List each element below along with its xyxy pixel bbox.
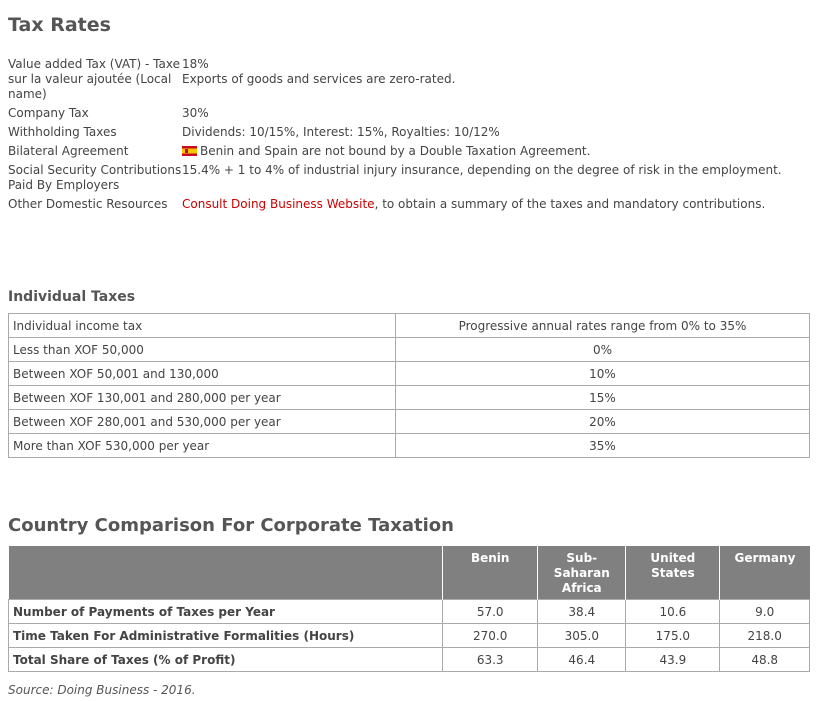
bracket-rate: 15%: [395, 385, 810, 410]
column-header: Benin: [442, 546, 538, 600]
table-row: Time Taken For Administrative Formalitie…: [7, 623, 810, 648]
metric-label: Time Taken For Administrative Formalitie…: [7, 623, 444, 648]
table-row: Total Share of Taxes (% of Profit) 63.3 …: [7, 647, 810, 672]
metric-value: 270.0: [442, 623, 539, 648]
bracket-label: More than XOF 530,000 per year: [8, 433, 396, 458]
info-value: Consult Doing Business Website, to obtai…: [182, 197, 818, 216]
column-header: United States: [625, 546, 720, 600]
table-row: Between XOF 280,001 and 530,000 per year…: [8, 409, 810, 434]
info-row: Bilateral Agreement Benin and Spain are …: [8, 144, 818, 163]
metric-value: 9.0: [719, 599, 810, 624]
agreement-text: Benin and Spain are not bound by a Doubl…: [200, 144, 591, 158]
comparison-table: Benin Sub-Saharan Africa United States G…: [7, 546, 810, 672]
info-value: Dividends: 10/15%, Interest: 15%, Royalt…: [182, 125, 500, 139]
bracket-label: Between XOF 50,001 and 130,000: [8, 361, 396, 386]
table-row: Individual income tax Progressive annual …: [8, 313, 810, 338]
bracket-label: Individual income tax: [8, 313, 396, 338]
info-row: Value added Tax (VAT) - Taxe sur la vale…: [8, 57, 818, 106]
vat-note: Exports of goods and services are zero-r…: [182, 72, 456, 86]
info-value: Benin and Spain are not bound by a Doubl…: [182, 144, 818, 163]
bracket-rate: 20%: [395, 409, 810, 434]
individual-taxes-table: Individual income tax Progressive annual …: [8, 313, 810, 458]
page-title: Tax Rates: [8, 14, 111, 36]
resources-text: , to obtain a summary of the taxes and m…: [374, 197, 766, 211]
info-row: Withholding Taxes Dividends: 10/15%, Int…: [8, 125, 818, 144]
bracket-rate: 10%: [395, 361, 810, 386]
info-key: Social Security Contributions Paid By Em…: [8, 163, 182, 192]
info-row: Other Domestic Resources Consult Doing B…: [8, 197, 818, 216]
comparison-heading: Country Comparison For Corporate Taxatio…: [8, 515, 454, 536]
header-blank: [8, 546, 443, 600]
metric-value: 10.6: [625, 599, 721, 624]
info-key: Other Domestic Resources: [8, 197, 168, 211]
table-row: Number of Payments of Taxes per Year 57.…: [7, 599, 810, 624]
info-row: Company Tax 30%: [8, 106, 818, 125]
metric-value: 63.3: [442, 647, 539, 672]
info-key: Company Tax: [8, 106, 89, 120]
info-row: Social Security Contributions Paid By Em…: [8, 163, 818, 197]
bracket-rate: 35%: [395, 433, 810, 458]
table-row: Between XOF 50,001 and 130,000 10%: [8, 361, 810, 386]
metric-value: 46.4: [537, 647, 627, 672]
info-value: 18% Exports of goods and services are ze…: [182, 57, 818, 106]
info-key: Bilateral Agreement: [8, 144, 129, 158]
source-note: Source: Doing Business - 2016.: [8, 683, 196, 697]
metric-value: 57.0: [442, 599, 539, 624]
table-row: Less than XOF 50,000 0%: [8, 337, 810, 362]
metric-value: 48.8: [719, 647, 810, 672]
individual-taxes-heading: Individual Taxes: [8, 289, 136, 305]
column-header: Sub-Saharan Africa: [537, 546, 626, 600]
table-row: Between XOF 130,001 and 280,000 per year…: [8, 385, 810, 410]
vat-rate: 18%: [182, 57, 209, 71]
metric-value: 38.4: [537, 599, 627, 624]
info-key: Withholding Taxes: [8, 125, 117, 139]
info-value: 15.4% + 1 to 4% of industrial injury ins…: [182, 163, 782, 177]
bracket-label: Between XOF 130,001 and 280,000 per year: [8, 385, 396, 410]
metric-label: Total Share of Taxes (% of Profit): [7, 647, 444, 672]
metric-value: 43.9: [625, 647, 721, 672]
bracket-rate: Progressive annual rates range from 0% t…: [395, 313, 810, 338]
bracket-rate: 0%: [395, 337, 810, 362]
metric-value: 218.0: [719, 623, 810, 648]
column-header: Germany: [719, 546, 810, 600]
doing-business-link[interactable]: Consult Doing Business Website: [182, 197, 375, 211]
tax-rates-table: Value added Tax (VAT) - Taxe sur la vale…: [8, 57, 818, 216]
table-row: More than XOF 530,000 per year 35%: [8, 433, 810, 458]
bracket-label: Between XOF 280,001 and 530,000 per year: [8, 409, 396, 434]
info-value: 30%: [182, 106, 209, 120]
info-key: Value added Tax (VAT) - Taxe sur la vale…: [8, 57, 180, 101]
metric-value: 175.0: [625, 623, 721, 648]
comparison-header-row: Benin Sub-Saharan Africa United States G…: [8, 546, 810, 600]
metric-label: Number of Payments of Taxes per Year: [7, 599, 444, 624]
metric-value: 305.0: [537, 623, 627, 648]
spain-flag-icon: [182, 146, 197, 156]
bracket-label: Less than XOF 50,000: [8, 337, 396, 362]
